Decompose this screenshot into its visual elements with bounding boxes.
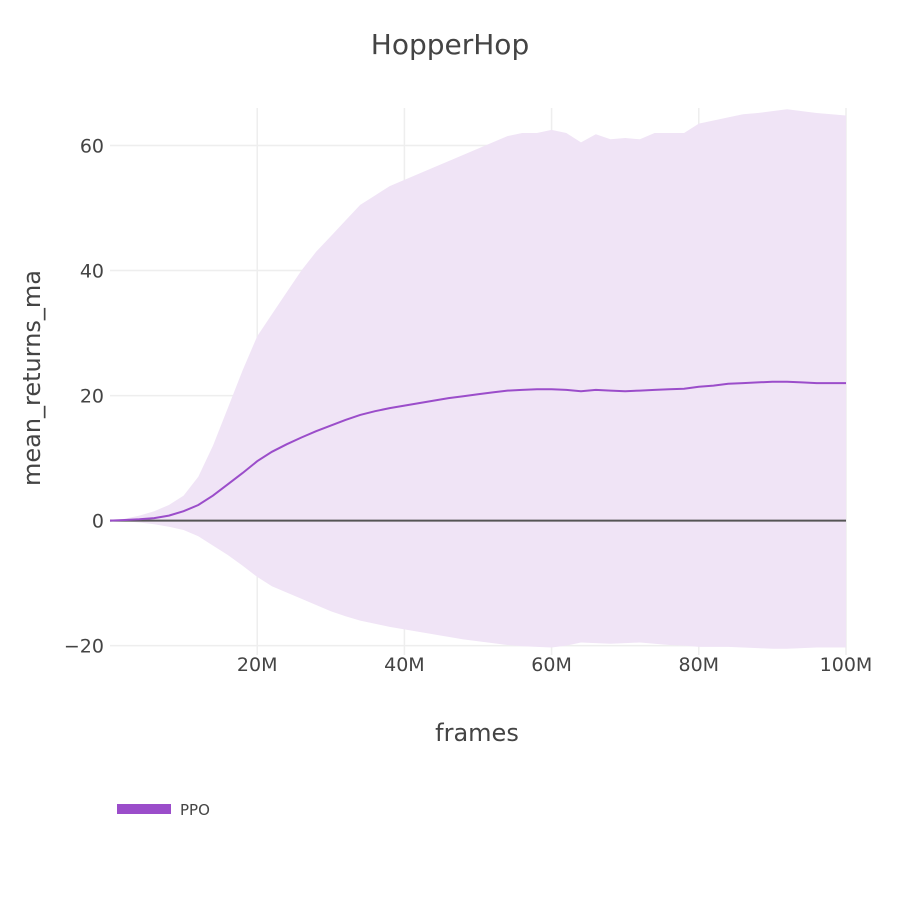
band-0	[110, 109, 846, 649]
y-tick-labels: −20 0 20 40 60	[64, 136, 104, 658]
series-line-0	[109, 380, 846, 522]
y-tick-label-1: 0	[92, 511, 104, 533]
confidence-bands	[110, 109, 846, 649]
y-tick-label-0: −20	[64, 636, 104, 658]
x-tick-label-1: 40M	[384, 654, 425, 676]
x-tick-label-3: 80M	[679, 654, 720, 676]
x-tick-label-4: 100M	[820, 654, 873, 676]
y-axis-title: mean_returns_ma	[18, 270, 46, 486]
legend-item-0[interactable]: PPO	[180, 801, 210, 819]
y-tick-label-3: 40	[80, 261, 104, 283]
legend-swatch-0	[117, 804, 171, 814]
y-tick-label-4: 60	[80, 136, 104, 158]
x-tick-label-2: 60M	[531, 654, 572, 676]
y-tick-label-2: 20	[80, 386, 104, 408]
legend[interactable]: PPO	[117, 801, 210, 819]
x-axis-title: frames	[435, 719, 519, 747]
x-tick-labels: 20M 40M 60M 80M 100M	[237, 654, 872, 676]
chart-title: HopperHop	[371, 28, 529, 61]
x-tick-label-0: 20M	[237, 654, 278, 676]
series-lines	[109, 380, 846, 522]
